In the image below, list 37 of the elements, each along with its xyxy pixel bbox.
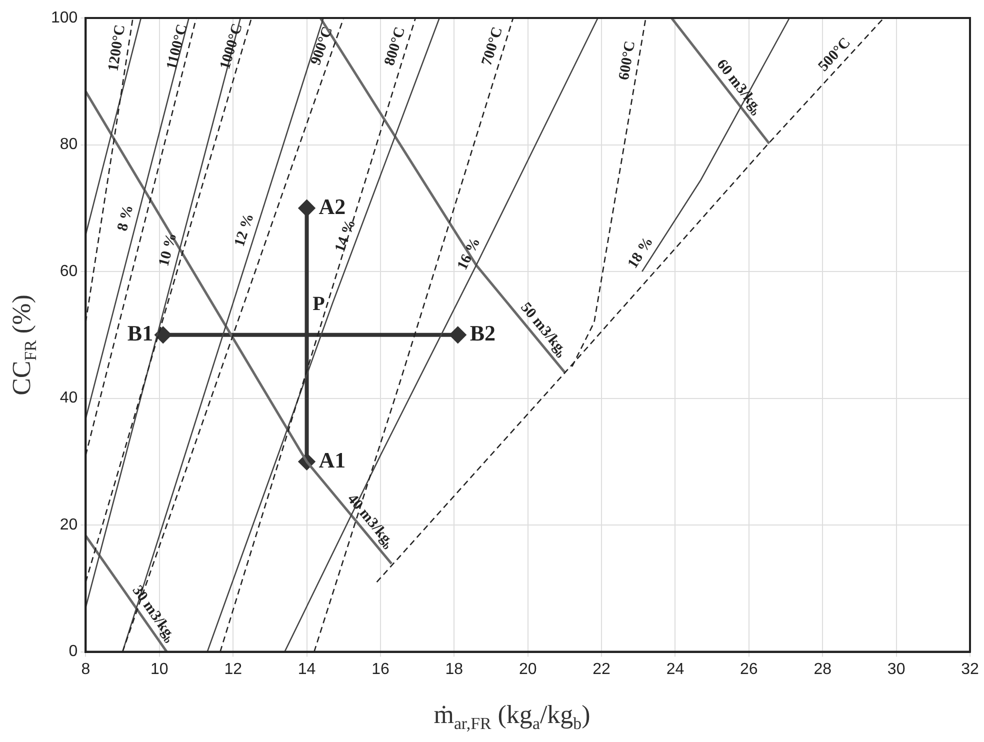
annotation: 1200°C xyxy=(106,24,129,72)
y-tick-label: 0 xyxy=(68,643,78,660)
annotation: 16 % xyxy=(454,235,484,273)
x-tick-label: 10 xyxy=(150,660,168,678)
annotation: P xyxy=(312,293,325,316)
x-axis-title: ṁ$_{ar,FR}$ (kg$_{a}$/kg$_{b}$) xyxy=(432,700,592,734)
annotation: 1000°C xyxy=(217,22,246,72)
x-tick-label: 30 xyxy=(887,660,906,678)
x-tick-label: 24 xyxy=(666,660,684,678)
x-tick-label: 12 xyxy=(224,660,242,678)
x-tick-label: 8 xyxy=(81,660,90,678)
annotation: 18 % xyxy=(624,234,657,272)
y-tick-label: 20 xyxy=(60,516,78,534)
x-tick-label: 32 xyxy=(961,660,979,678)
x-tick-label: 16 xyxy=(372,660,390,678)
x-tick-label: 26 xyxy=(740,660,758,678)
x-tick-label: 22 xyxy=(592,660,611,678)
y-tick-label: 60 xyxy=(60,262,78,280)
x-tick-label: 20 xyxy=(518,660,537,678)
x-tick-label: 28 xyxy=(814,660,832,678)
annotation: 10 % xyxy=(156,231,180,268)
annotation: 800°C xyxy=(382,25,409,68)
x-tick-label: 18 xyxy=(445,660,464,678)
annotation: 600°C xyxy=(616,40,639,82)
y-tick-label: 40 xyxy=(60,390,78,407)
annotation: 1100°C xyxy=(164,22,191,72)
y-tick-label: 100 xyxy=(50,9,78,26)
annotation: 700°C xyxy=(479,25,506,68)
x-tick-label: 14 xyxy=(298,660,316,678)
data-label: A2 xyxy=(318,194,346,219)
data-label: A1 xyxy=(318,447,346,472)
data-label: B1 xyxy=(127,320,154,346)
annotation: 8 % xyxy=(114,203,137,233)
annotation: 12 % xyxy=(232,212,258,249)
annotation: 900°C xyxy=(308,24,336,68)
data-label: B2 xyxy=(470,320,496,346)
y-tick-label: 80 xyxy=(60,136,78,154)
